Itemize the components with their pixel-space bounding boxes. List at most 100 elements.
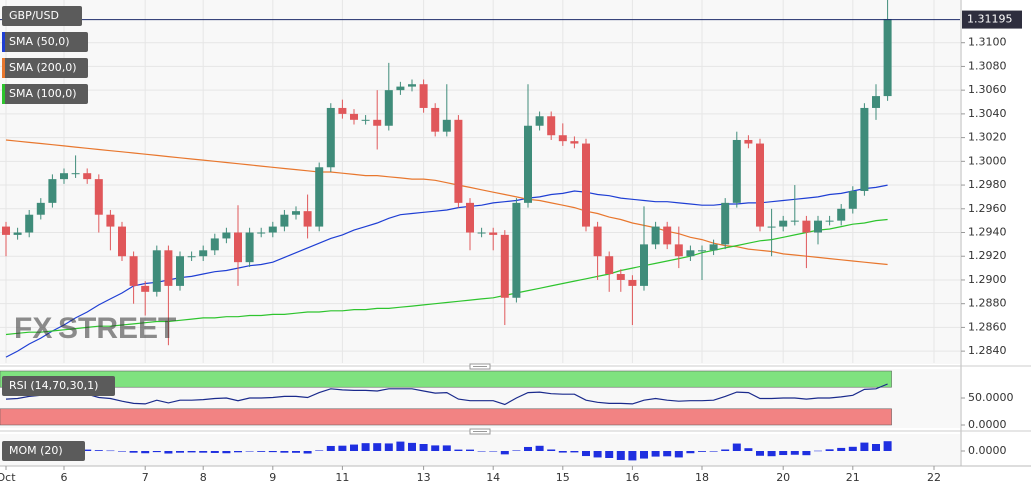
mom-bar — [860, 442, 869, 451]
mom-bar — [593, 451, 602, 458]
mom-bar — [94, 450, 103, 451]
price-panel — [0, 0, 960, 364]
candle-body — [547, 116, 556, 136]
legend-swatch — [2, 84, 5, 104]
y-tick-label: 1.2980 — [968, 178, 1007, 191]
watermark-street: STREET — [58, 312, 176, 345]
candle-body — [756, 143, 764, 227]
candle-body — [454, 119, 463, 203]
y-tick-label: 1.3100 — [968, 36, 1007, 49]
x-tick-label: 20 — [776, 471, 790, 484]
mom-bar — [605, 451, 614, 458]
mom-bar — [721, 449, 730, 451]
candle-body — [466, 202, 474, 233]
legend-box — [2, 6, 82, 26]
legend-box — [2, 32, 88, 52]
mom-bar — [732, 443, 741, 451]
candle-body — [686, 250, 695, 257]
candle-body — [419, 84, 428, 108]
y-tick-label: 50.0000 — [968, 391, 1014, 404]
candle-body — [651, 226, 660, 245]
candle-body — [60, 173, 68, 180]
mom-bar — [106, 450, 115, 452]
candle-body — [187, 256, 196, 258]
candle-body — [36, 202, 45, 215]
x-tick-label: 22 — [927, 471, 941, 484]
y-tick-label: 0.0000 — [968, 444, 1007, 457]
candle-body — [280, 214, 289, 227]
mom-bar — [292, 451, 300, 453]
mom-bar — [210, 451, 219, 453]
candle-body — [814, 220, 822, 233]
legend-label: SMA (100,0) — [9, 87, 77, 100]
candle-body — [779, 220, 788, 227]
candle-body — [292, 211, 300, 215]
mom-bar — [535, 445, 544, 451]
candle-body — [732, 139, 741, 203]
legend-label: RSI (14,70,30,1) — [9, 379, 98, 392]
candle-body — [396, 86, 405, 91]
separator-handle[interactable] — [469, 363, 491, 370]
mom-bar — [756, 451, 764, 456]
y-tick-label: 1.3020 — [968, 131, 1007, 144]
candle-body — [71, 173, 80, 175]
candle-body — [118, 226, 126, 257]
candle-body — [199, 250, 208, 257]
x-tick-label: 18 — [695, 471, 709, 484]
watermark: FX STREET — [14, 312, 176, 345]
mom-bar — [396, 441, 405, 451]
mom-bar — [408, 442, 416, 451]
last-price-box — [962, 10, 1022, 29]
sma-line — [5, 139, 888, 266]
mom-bar — [558, 451, 567, 453]
mom-bar — [326, 445, 335, 451]
candle-body — [315, 167, 324, 227]
y-tick-label: 0.0000 — [968, 418, 1007, 431]
mom-bar — [547, 449, 556, 451]
mom-bar — [280, 451, 289, 453]
mom-bar — [268, 451, 277, 453]
candle-body — [48, 179, 57, 203]
candle-body — [361, 119, 370, 121]
mom-bar — [616, 451, 625, 460]
candle-body — [222, 232, 231, 239]
candle-body — [326, 107, 335, 168]
candle-body — [176, 256, 184, 286]
legend-box — [2, 441, 85, 461]
candle-body — [872, 96, 880, 108]
mom-bar — [303, 451, 312, 454]
candle-body — [234, 232, 242, 263]
mom-bar — [187, 451, 196, 453]
candle-body — [628, 279, 637, 286]
candle-body — [721, 202, 730, 245]
mom-bar — [152, 451, 161, 453]
candle-body — [477, 232, 486, 234]
mom-bar — [744, 448, 753, 451]
mom-bar — [373, 443, 382, 451]
candle-body — [605, 256, 614, 275]
legend-label: SMA (50,0) — [9, 35, 70, 48]
x-tick-label: 15 — [556, 471, 570, 484]
mom-bar — [257, 451, 266, 452]
candle-body — [860, 107, 869, 191]
x-tick-label: 16 — [625, 471, 639, 484]
candle-body — [268, 226, 277, 233]
rsi-band — [0, 408, 892, 426]
legend-swatch — [2, 32, 5, 52]
x-tick-label: 11 — [335, 471, 349, 484]
mom-bar — [709, 451, 718, 452]
candle-body — [210, 238, 219, 251]
candle-body — [883, 18, 892, 97]
y-tick-label: 1.2960 — [968, 202, 1007, 215]
x-tick-label: 21 — [846, 471, 860, 484]
mom-bar — [779, 451, 788, 456]
mom-bar — [582, 451, 590, 457]
candle-body — [802, 220, 811, 233]
separator-handle[interactable] — [469, 428, 491, 435]
candle-body — [408, 84, 416, 87]
mom-bar — [466, 449, 474, 451]
candle-body — [129, 256, 138, 286]
candle-body — [535, 116, 544, 126]
last-price-label: 1.31195 — [967, 13, 1013, 26]
mom-bar — [825, 449, 834, 451]
